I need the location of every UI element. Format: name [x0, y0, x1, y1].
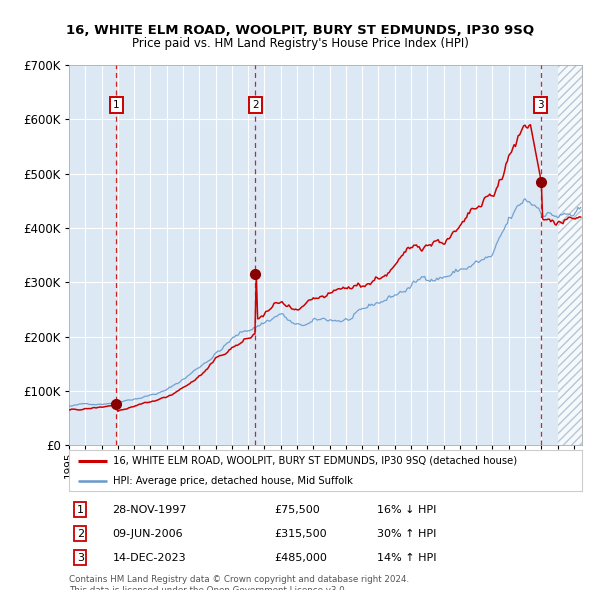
Text: 3: 3 — [77, 553, 84, 562]
Text: 30% ↑ HPI: 30% ↑ HPI — [377, 529, 436, 539]
Text: 16, WHITE ELM ROAD, WOOLPIT, BURY ST EDMUNDS, IP30 9SQ (detached house): 16, WHITE ELM ROAD, WOOLPIT, BURY ST EDM… — [113, 455, 517, 466]
Text: 2: 2 — [77, 529, 84, 539]
Text: 16, WHITE ELM ROAD, WOOLPIT, BURY ST EDMUNDS, IP30 9SQ: 16, WHITE ELM ROAD, WOOLPIT, BURY ST EDM… — [66, 24, 534, 37]
Text: 28-NOV-1997: 28-NOV-1997 — [113, 505, 187, 514]
Text: 14% ↑ HPI: 14% ↑ HPI — [377, 553, 436, 562]
Text: 3: 3 — [538, 100, 544, 110]
Text: Price paid vs. HM Land Registry's House Price Index (HPI): Price paid vs. HM Land Registry's House … — [131, 37, 469, 50]
Text: 2: 2 — [252, 100, 259, 110]
Text: £485,000: £485,000 — [274, 553, 327, 562]
Bar — [557, 65, 582, 445]
Text: £315,500: £315,500 — [274, 529, 327, 539]
Text: Contains HM Land Registry data © Crown copyright and database right 2024.
This d: Contains HM Land Registry data © Crown c… — [69, 575, 409, 590]
Text: £75,500: £75,500 — [274, 505, 320, 514]
Text: 16% ↓ HPI: 16% ↓ HPI — [377, 505, 436, 514]
Text: 09-JUN-2006: 09-JUN-2006 — [113, 529, 183, 539]
Text: 1: 1 — [77, 505, 84, 514]
Bar — [557, 65, 582, 445]
Text: HPI: Average price, detached house, Mid Suffolk: HPI: Average price, detached house, Mid … — [113, 476, 352, 486]
Text: 14-DEC-2023: 14-DEC-2023 — [113, 553, 186, 562]
Text: 1: 1 — [113, 100, 120, 110]
